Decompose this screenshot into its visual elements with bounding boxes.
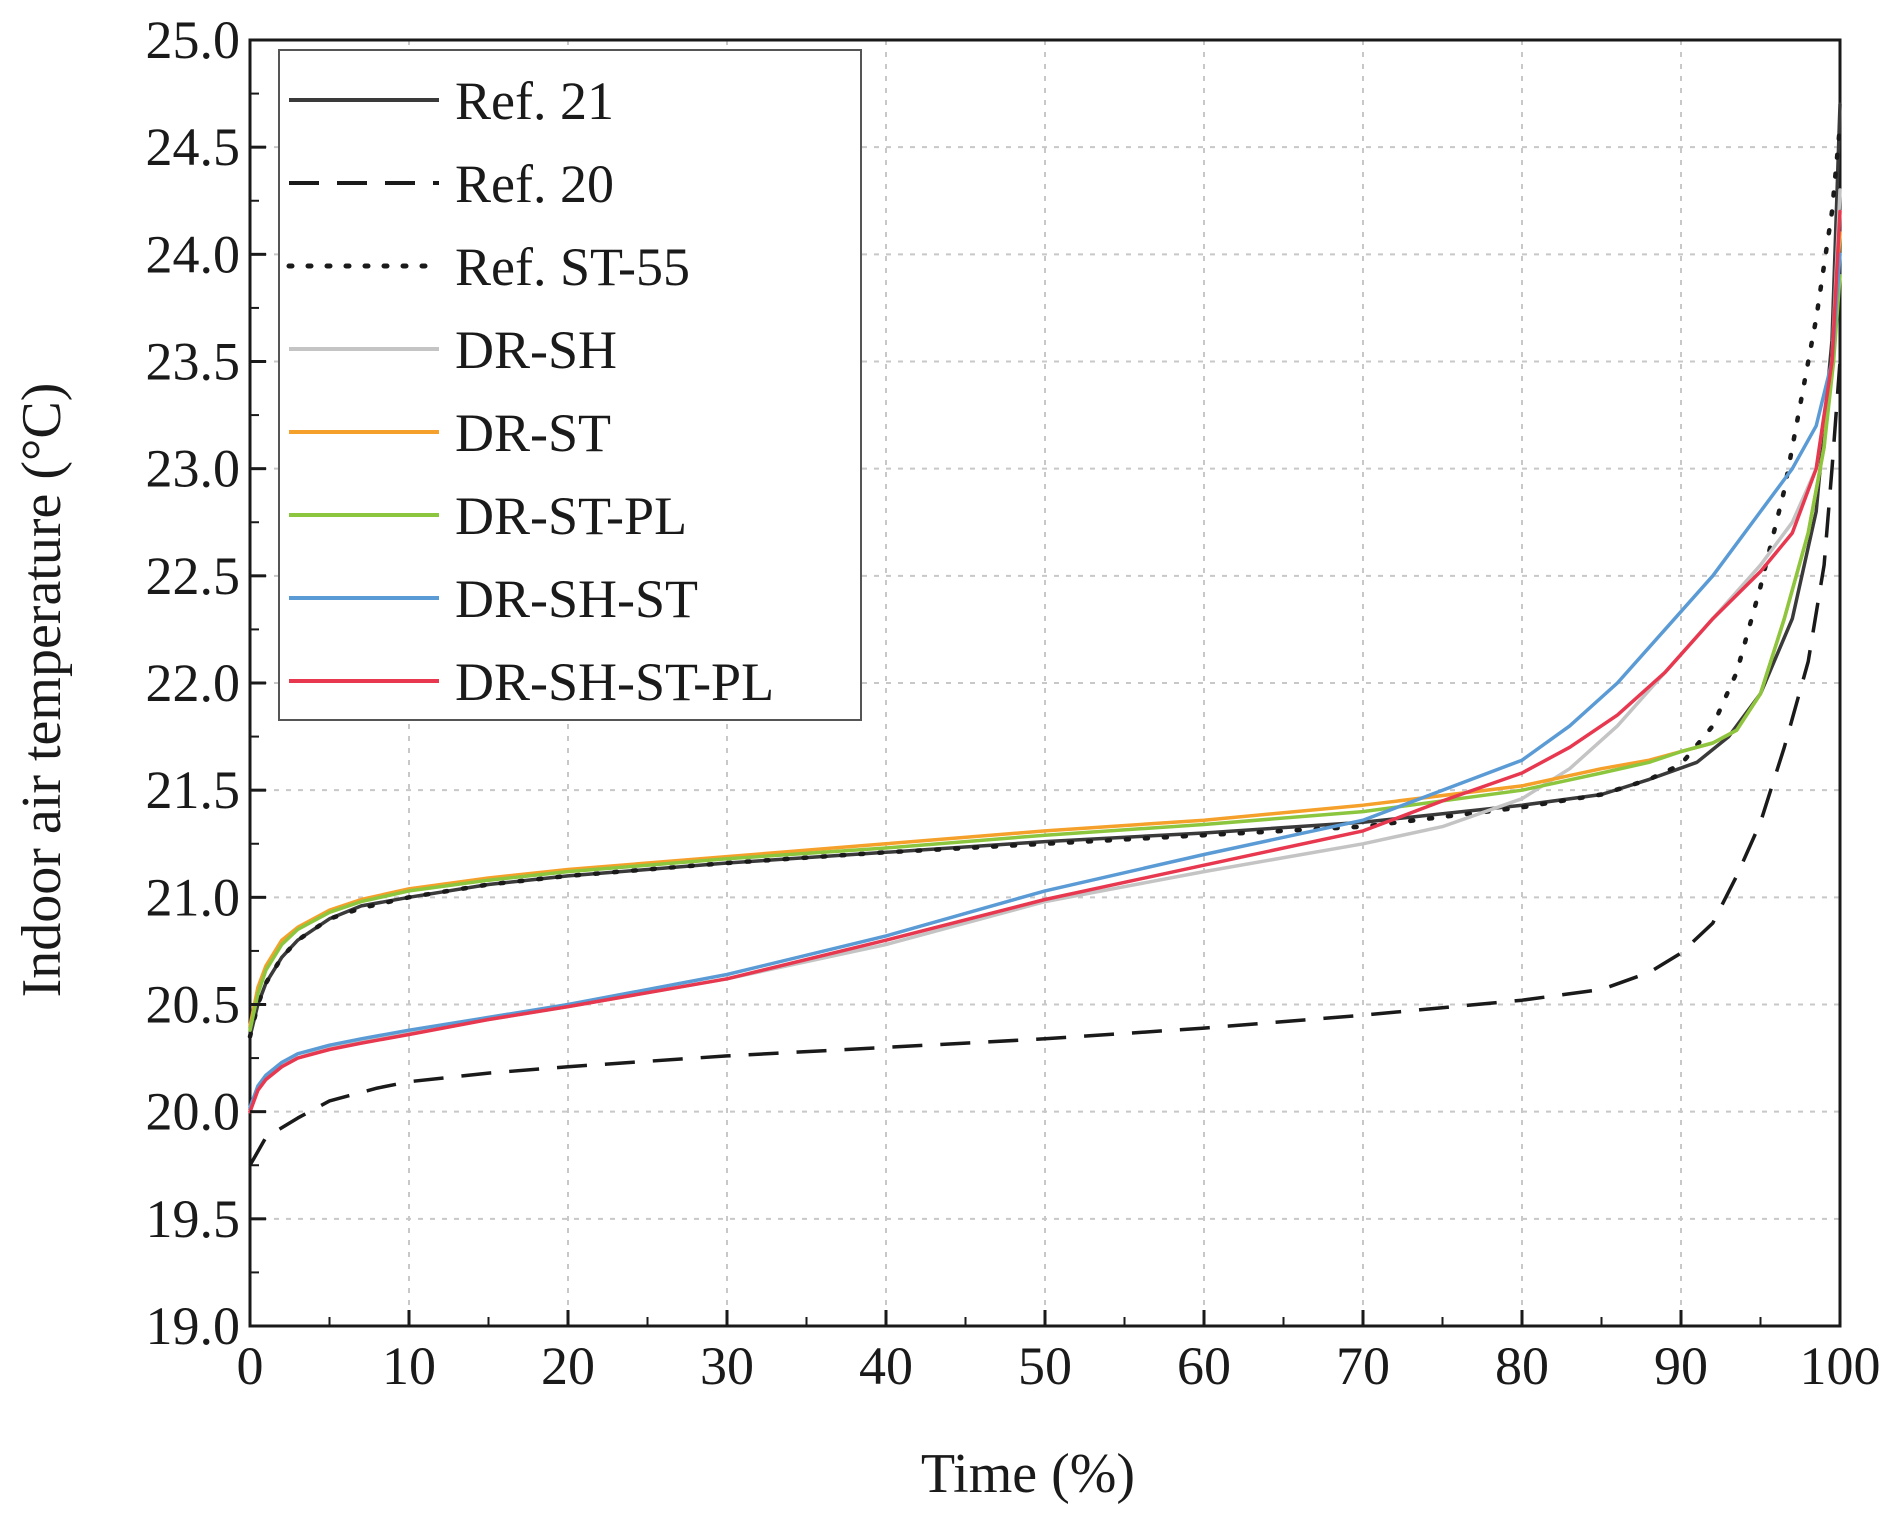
x-tick-label: 20: [541, 1336, 595, 1396]
series-line-dr-sh-st-pl: [248, 209, 1842, 1114]
y-axis-title: Indoor air temperature (°C): [11, 383, 73, 998]
x-tick-label: 0: [237, 1336, 264, 1396]
legend-label-ref-21: Ref. 21: [455, 71, 614, 131]
y-tick-label: 24.0: [146, 224, 241, 284]
series-layer: [247, 102, 1843, 1167]
legend: Ref. 21 Ref. 20 Ref. ST-55 DR-SH DR-ST DR-ST-…: [278, 49, 862, 721]
legend-label-dr-st-pl: DR-ST-PL: [455, 486, 687, 546]
legend-box: [278, 49, 862, 721]
legend-label-dr-sh: DR-SH: [455, 320, 617, 380]
y-tick-label: 22.5: [146, 546, 241, 606]
x-axis-title: Time (%): [921, 1443, 1135, 1505]
series-line-ref-st-55: [247, 123, 1843, 1039]
x-tick-label: 10: [382, 1336, 436, 1396]
series-line-ref-20: [248, 361, 1842, 1167]
series-line-dr-st-pl: [248, 274, 1842, 1032]
y-tick-label: 21.0: [146, 867, 241, 927]
x-tick-label: 50: [1018, 1336, 1072, 1396]
legend-label-dr-sh-st: DR-SH-ST: [455, 569, 698, 629]
x-tick-label: 70: [1336, 1336, 1390, 1396]
x-tick-label: 40: [859, 1336, 913, 1396]
y-tick-label: 25.0: [146, 10, 241, 70]
legend-label-dr-st: DR-ST: [455, 403, 611, 463]
legend-label-ref-20: Ref. 20: [455, 154, 614, 214]
legend-label-dr-sh-st-pl: DR-SH-ST-PL: [455, 652, 774, 712]
y-tick-label: 20.5: [146, 975, 241, 1035]
x-tick-label: 90: [1654, 1336, 1708, 1396]
x-tick-label: 60: [1177, 1336, 1231, 1396]
y-tick-label: 19.5: [146, 1189, 241, 1249]
y-tick-label: 20.0: [146, 1082, 241, 1142]
legend-label-ref-st-55: Ref. ST-55: [455, 237, 690, 297]
x-tick-label: 100: [1800, 1336, 1881, 1396]
y-tick-label: 21.5: [146, 760, 241, 820]
y-tick-label: 22.0: [146, 653, 241, 713]
x-tick-label: 30: [700, 1336, 754, 1396]
series-line-dr-sh-st: [248, 252, 1842, 1110]
x-tick-labels: 0 10 20 30 40 50 60 70 80 90 100: [237, 1336, 1881, 1396]
y-tick-label: 23.0: [146, 439, 241, 499]
y-tick-label: 23.5: [146, 332, 241, 392]
y-tick-labels: 19.0 19.5 20.0 20.5 21.0 21.5 22.0 22.5 23.0 23.5…: [146, 10, 241, 1356]
y-tick-label: 19.0: [146, 1296, 241, 1356]
axis-ticks: [248, 38, 1842, 1328]
y-tick-label: 24.5: [146, 117, 241, 177]
x-tick-label: 80: [1495, 1336, 1549, 1396]
